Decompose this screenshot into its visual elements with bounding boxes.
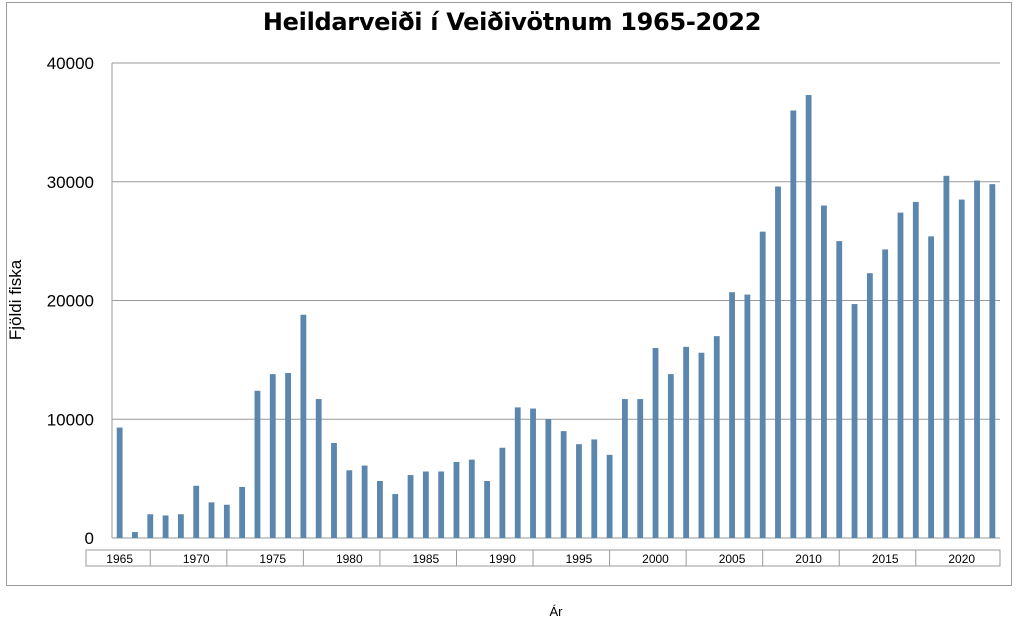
bar bbox=[606, 454, 613, 538]
bar bbox=[621, 399, 628, 538]
bar bbox=[775, 186, 781, 538]
bar bbox=[683, 346, 690, 538]
bar bbox=[545, 419, 552, 538]
bar bbox=[974, 180, 980, 538]
bar bbox=[361, 465, 368, 538]
x-tick-label: 2005 bbox=[719, 552, 746, 566]
bar bbox=[147, 514, 154, 538]
y-tick-label: 30000 bbox=[47, 173, 94, 192]
bar bbox=[177, 514, 184, 538]
bar bbox=[422, 471, 429, 538]
bar bbox=[453, 462, 460, 538]
y-tick-label: 10000 bbox=[47, 410, 94, 429]
bar bbox=[254, 390, 261, 538]
x-tick-label: 1975 bbox=[259, 552, 286, 566]
bar bbox=[591, 439, 598, 538]
bar bbox=[132, 532, 138, 538]
x-axis-table bbox=[85, 549, 1001, 567]
x-tick-label: 1970 bbox=[183, 552, 210, 566]
bar bbox=[499, 447, 506, 538]
bar bbox=[193, 485, 200, 538]
bar bbox=[958, 199, 965, 538]
bar bbox=[392, 494, 399, 538]
x-tick-label: 2020 bbox=[948, 552, 975, 566]
bar bbox=[223, 504, 230, 538]
bar bbox=[269, 374, 276, 538]
bar bbox=[698, 352, 705, 538]
bar bbox=[116, 427, 123, 538]
bar bbox=[300, 314, 307, 538]
bar bbox=[315, 399, 322, 538]
x-axis-title: Ár bbox=[549, 604, 563, 619]
bar bbox=[331, 443, 337, 538]
bar bbox=[285, 372, 291, 538]
bar bbox=[468, 459, 475, 538]
bar bbox=[836, 241, 843, 538]
bar bbox=[928, 236, 935, 538]
bar bbox=[407, 475, 414, 538]
chart-frame bbox=[6, 2, 1012, 586]
bar bbox=[377, 481, 383, 538]
bar bbox=[805, 95, 812, 538]
x-tick-label: 1990 bbox=[489, 552, 516, 566]
x-tick-label: 1985 bbox=[413, 552, 440, 566]
bar bbox=[744, 294, 751, 538]
x-tick-label: 1995 bbox=[566, 552, 593, 566]
x-tick-label: 2000 bbox=[642, 552, 669, 566]
bar bbox=[713, 336, 720, 538]
bar bbox=[576, 444, 582, 538]
bar bbox=[637, 399, 644, 538]
y-tick-label: 0 bbox=[85, 529, 94, 548]
bar bbox=[162, 515, 169, 538]
bar bbox=[560, 431, 567, 538]
bar bbox=[882, 249, 889, 538]
x-tick-label: 2010 bbox=[795, 552, 822, 566]
bar bbox=[208, 502, 215, 538]
chart-title: Heildarveiði í Veiðivötnum 1965-2022 bbox=[262, 8, 762, 36]
x-tick-label: 1965 bbox=[106, 552, 133, 566]
bar bbox=[514, 407, 521, 538]
bar bbox=[943, 175, 950, 538]
bar bbox=[530, 408, 536, 538]
bar bbox=[790, 110, 797, 538]
bar bbox=[484, 481, 491, 538]
bar bbox=[652, 348, 659, 538]
bar bbox=[759, 231, 766, 538]
bar bbox=[912, 201, 919, 538]
bar bbox=[866, 273, 873, 538]
bar bbox=[821, 205, 827, 538]
bar bbox=[346, 470, 353, 538]
x-tick-label: 1980 bbox=[336, 552, 363, 566]
bar bbox=[851, 304, 858, 538]
bar bbox=[438, 471, 445, 538]
bar bbox=[239, 486, 246, 538]
y-tick-label: 20000 bbox=[47, 292, 94, 311]
bar bbox=[667, 374, 674, 538]
bar bbox=[989, 184, 996, 538]
y-tick-label: 40000 bbox=[47, 54, 94, 73]
bar bbox=[729, 292, 735, 538]
x-tick-label: 2015 bbox=[872, 552, 899, 566]
bar bbox=[897, 212, 904, 538]
